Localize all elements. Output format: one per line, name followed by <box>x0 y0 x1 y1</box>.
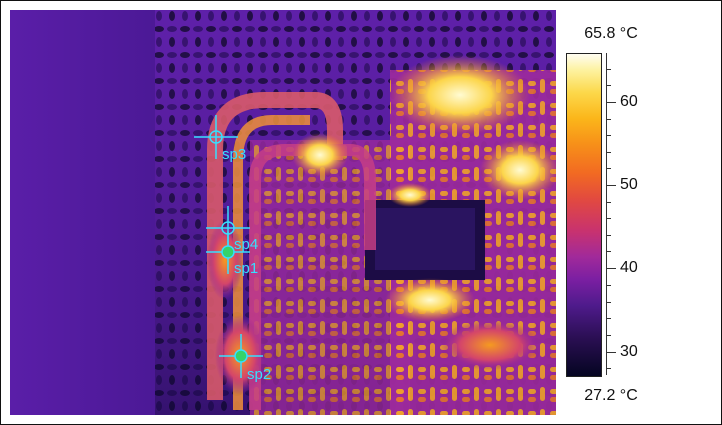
minor-tick <box>606 119 611 120</box>
tick-label-40: 40 <box>620 259 638 276</box>
temperature-colorbar <box>566 53 602 377</box>
minor-tick <box>606 135 611 136</box>
scale-min-label: 27.2 °C <box>584 387 638 404</box>
spot-label-sp2: sp2 <box>247 366 272 383</box>
thermal-image[interactable] <box>10 10 556 415</box>
spot-marker-sp2[interactable] <box>219 334 263 378</box>
tick-30 <box>606 352 616 353</box>
spot-markers <box>194 115 263 378</box>
tick-50 <box>606 185 616 186</box>
minor-tick <box>606 302 611 303</box>
tick-60 <box>606 102 616 103</box>
spot-marker-sp3[interactable] <box>194 115 238 159</box>
tick-label-30: 30 <box>620 343 638 360</box>
minor-tick <box>606 85 611 86</box>
tick-label-50: 50 <box>620 176 638 193</box>
colorbar-axis <box>606 53 611 375</box>
minor-tick <box>606 152 611 153</box>
minor-tick <box>606 69 611 70</box>
tick-label-60: 60 <box>620 93 638 110</box>
tick-40 <box>606 268 616 269</box>
minor-tick <box>606 335 611 336</box>
minor-tick <box>606 368 611 369</box>
minor-tick <box>606 168 611 169</box>
spot-label-sp3: sp3 <box>222 146 247 163</box>
spot-marker-sp1[interactable] <box>206 232 250 274</box>
minor-tick <box>606 285 611 286</box>
minor-tick <box>606 202 611 203</box>
spot-label-sp1: sp1 <box>234 260 259 277</box>
minor-tick <box>606 318 611 319</box>
minor-tick <box>606 235 611 236</box>
spot-label-sp4: sp4 <box>234 236 259 253</box>
minor-tick <box>606 251 611 252</box>
minor-tick <box>606 218 611 219</box>
scale-max-label: 65.8 °C <box>584 25 638 42</box>
thermal-image-canvas <box>10 10 556 415</box>
